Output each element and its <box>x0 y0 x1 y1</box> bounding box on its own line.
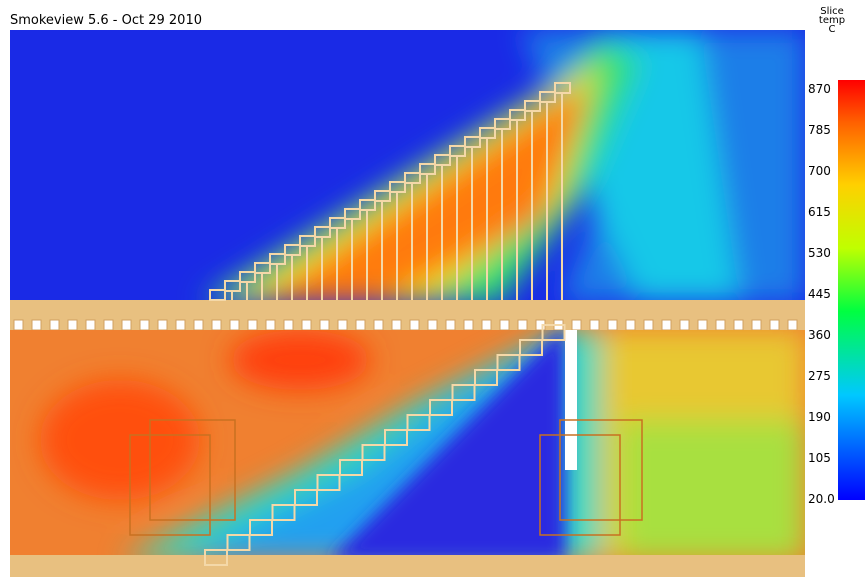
stud <box>445 319 456 331</box>
lower-step <box>496 354 521 371</box>
stud <box>625 319 636 331</box>
ceiling-studs <box>13 319 798 331</box>
lower-step <box>339 459 363 476</box>
floor <box>10 555 805 577</box>
colorbar-label: 615 <box>808 205 831 219</box>
lower-step <box>294 489 318 506</box>
lower-step <box>451 384 476 401</box>
lower-slice <box>10 330 805 560</box>
stairs <box>204 82 571 566</box>
stud <box>661 319 672 331</box>
stud <box>67 319 78 331</box>
stud <box>679 319 690 331</box>
lower-step <box>384 429 408 446</box>
colorbar-label: 785 <box>808 123 831 137</box>
stud <box>337 319 348 331</box>
stud <box>49 319 60 331</box>
colorbar-label: 870 <box>808 82 831 96</box>
upper-step <box>209 289 226 301</box>
stud <box>139 319 150 331</box>
colorbar-label: 275 <box>808 369 831 383</box>
stud <box>751 319 762 331</box>
colorbar-label: 20.0 <box>808 492 835 506</box>
stud <box>607 319 618 331</box>
stud <box>85 319 96 331</box>
lower-step <box>204 549 228 566</box>
colorbar-heading: temp <box>819 15 845 26</box>
stud <box>499 319 510 331</box>
lower-step <box>541 324 566 341</box>
stud <box>229 319 240 331</box>
stud <box>427 319 438 331</box>
lower-step <box>519 339 543 356</box>
stud <box>697 319 708 331</box>
stud <box>373 319 384 331</box>
colorbar-label: 530 <box>808 246 831 260</box>
stud <box>571 319 582 331</box>
lower-step <box>249 519 273 536</box>
colorbar-label: 105 <box>808 451 831 465</box>
lower-step <box>429 399 453 416</box>
colorbar-label: 445 <box>808 287 831 301</box>
upper-slice <box>10 30 805 302</box>
stud <box>787 319 798 331</box>
colorbar-label: 700 <box>808 164 831 178</box>
colorbar-heading: Slice <box>820 6 844 17</box>
stud <box>643 319 654 331</box>
stud <box>301 319 312 331</box>
stud <box>13 319 24 331</box>
colorbar <box>838 80 865 500</box>
stud <box>589 319 600 331</box>
stud <box>31 319 42 331</box>
stud <box>121 319 132 331</box>
stud <box>517 319 528 331</box>
stud <box>103 319 114 331</box>
lower-step <box>406 414 431 431</box>
furniture <box>129 419 643 536</box>
colorbar-label: 360 <box>808 328 831 342</box>
stud <box>175 319 186 331</box>
stud <box>283 319 294 331</box>
colorbar-heading: C <box>829 24 836 35</box>
stud <box>265 319 276 331</box>
stud <box>355 319 366 331</box>
lower-step <box>226 534 251 551</box>
stud <box>409 319 420 331</box>
colorbar-label: 190 <box>808 410 831 424</box>
stud <box>319 319 330 331</box>
window-title: Smokeview 5.6 - Oct 29 2010 <box>10 13 202 28</box>
stud <box>463 319 474 331</box>
lower-step <box>361 444 386 461</box>
lower-step <box>316 474 341 491</box>
stud <box>715 319 726 331</box>
stud <box>193 319 204 331</box>
lower-step <box>271 504 296 521</box>
stud <box>733 319 744 331</box>
stud <box>157 319 168 331</box>
stud <box>769 319 780 331</box>
stud <box>247 319 258 331</box>
lower-step <box>474 369 498 386</box>
stud <box>211 319 222 331</box>
stud <box>481 319 492 331</box>
stud <box>391 319 402 331</box>
